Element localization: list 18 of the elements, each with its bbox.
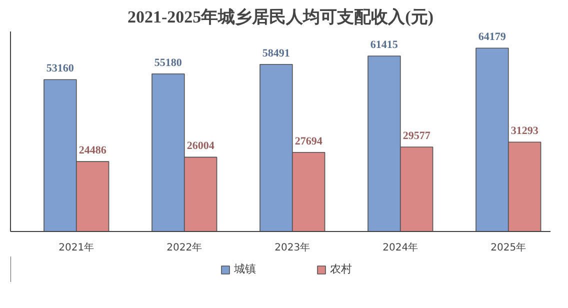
data-label: 27694	[294, 135, 323, 148]
data-label: 58491	[262, 47, 290, 60]
data-label: 55180	[154, 56, 182, 69]
data-label: 64179	[478, 31, 506, 44]
x-tick-label: 2023年	[274, 242, 310, 254]
data-label: 26004	[186, 140, 215, 152]
x-tick-label: 2025年	[490, 242, 526, 254]
data-label: 31293	[510, 125, 539, 138]
data-label: 24486	[78, 144, 107, 157]
data-label: 53160	[46, 62, 74, 75]
legend-label: 城镇	[234, 262, 256, 276]
chart-title: 2021-2025年城乡居民人均可支配收入(元)	[128, 8, 434, 26]
data-label: 61415	[370, 39, 398, 52]
x-tick-label: 2022年	[166, 242, 202, 254]
x-tick-label: 2021年	[58, 242, 94, 254]
data-label: 29577	[402, 130, 431, 142]
x-tick-label: 2024年	[382, 242, 418, 254]
legend-label: 农村	[330, 262, 352, 276]
